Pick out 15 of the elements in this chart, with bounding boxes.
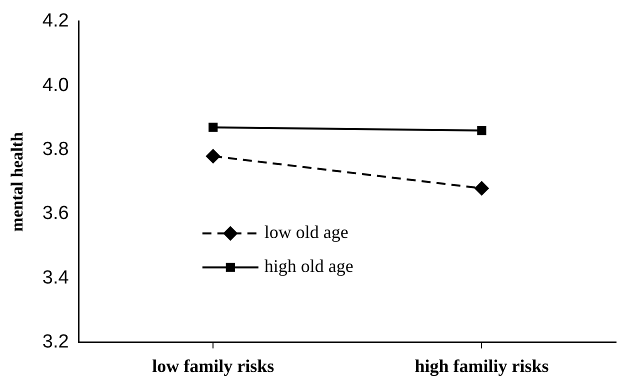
y-axis-title: mental health	[8, 132, 27, 232]
y-tick-label: 3.6	[42, 203, 69, 224]
legend-label: low old age	[264, 222, 348, 242]
point	[208, 122, 218, 132]
x-tick-label: low family risks	[152, 356, 274, 376]
point	[206, 149, 220, 164]
y-tick-label: 4.0	[42, 74, 69, 96]
point	[474, 181, 489, 196]
x-tick-label: high familiy risks	[414, 356, 549, 376]
y-tick-label: 4.2	[42, 10, 69, 32]
y-tick-label: 3.2	[42, 332, 69, 353]
y-tick-label: 3.4	[42, 267, 70, 288]
y-tick-label: 3.8	[42, 139, 69, 160]
point	[477, 126, 486, 136]
legend-label: high old age	[264, 256, 354, 276]
